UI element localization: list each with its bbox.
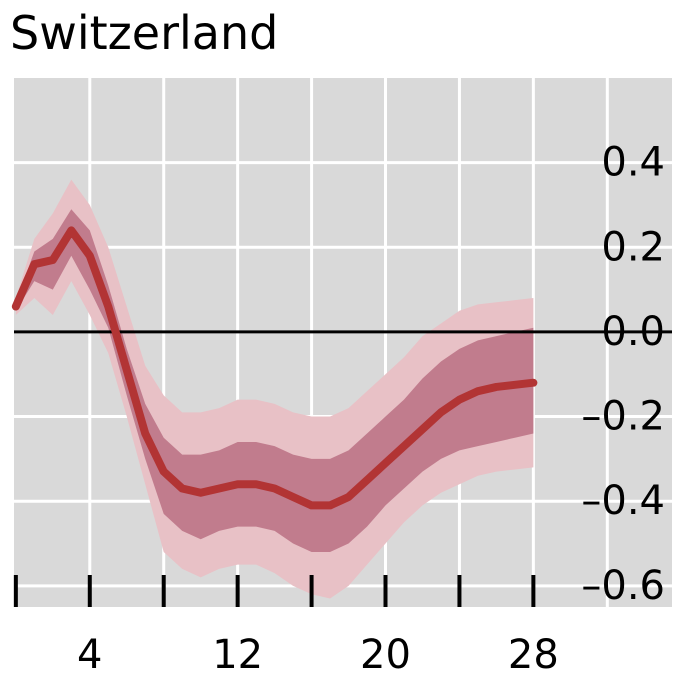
y-axis-tick-labels: 0.4 0.2 0.0 –0.2 –0.4 –0.6 [581,140,665,609]
x-tick-label: 20 [360,632,411,677]
series-line [11,226,538,510]
series-lines [11,226,538,510]
y-tick-label: –0.2 [581,394,665,440]
x-axis-ticks [13,575,536,607]
y-tick-label: 0.4 [601,140,665,186]
x-tick-label: 12 [212,632,263,677]
y-tick-label: –0.6 [581,563,665,609]
x-tick-label: 4 [77,632,102,677]
x-axis-tick-labels: 4 12 20 28 [77,632,559,677]
inner-confidence-band [15,209,534,552]
y-tick-label: –0.4 [581,478,665,524]
x-tick-label: 28 [508,632,559,677]
y-tick-label: 0.2 [601,224,665,270]
y-tick-label: 0.0 [601,309,665,355]
outer-confidence-band [15,179,534,599]
chart-title: Switzerland [10,6,278,60]
confidence-bands [15,179,534,599]
